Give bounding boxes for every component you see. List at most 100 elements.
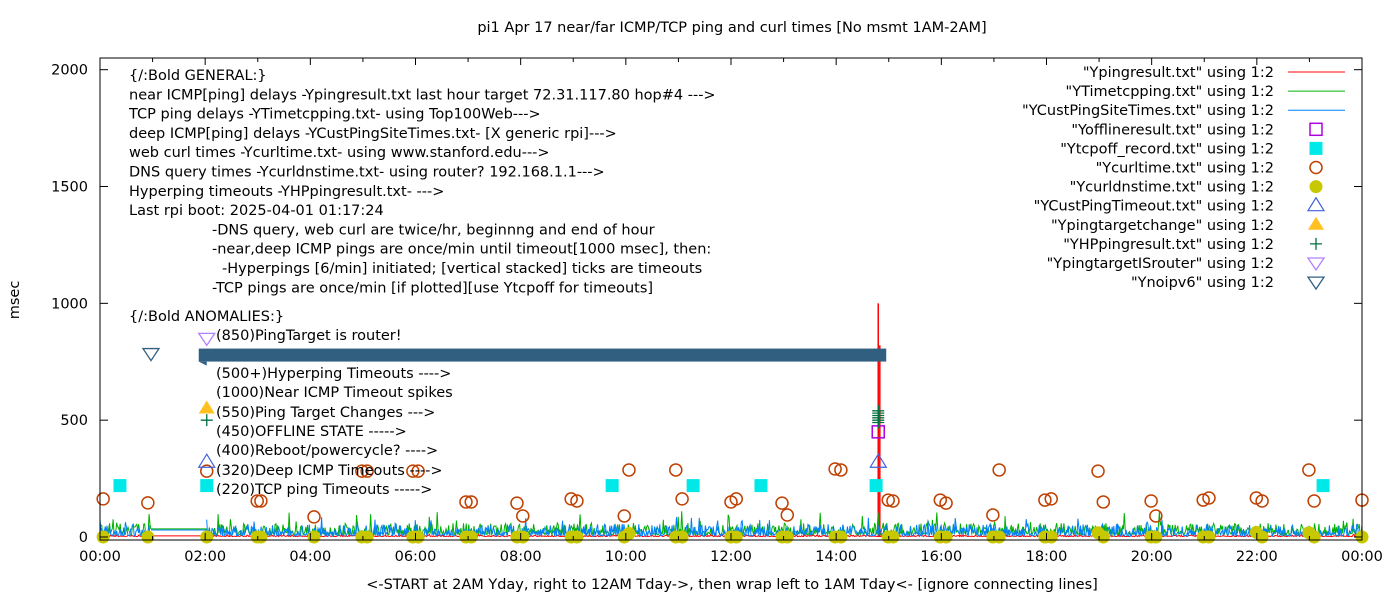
square-marker <box>605 479 619 493</box>
triangle-up-marker <box>1308 216 1324 230</box>
circle-marker <box>254 494 268 508</box>
legend-marker-swatch <box>1309 122 1323 137</box>
circle-marker <box>992 530 1006 544</box>
data-point <box>1307 494 1321 508</box>
data-point <box>834 463 848 477</box>
y-tick-label: 0 <box>79 530 88 546</box>
data-point <box>1044 492 1058 506</box>
data-point <box>1255 530 1269 544</box>
legend-marker-swatch <box>1310 237 1322 250</box>
y-tick-label: 500 <box>60 413 88 429</box>
y-tick-label: 1500 <box>51 180 88 196</box>
circle-marker <box>516 509 530 523</box>
circle-marker <box>1091 464 1105 478</box>
x-tick-label: 10:00 <box>605 549 647 565</box>
circle-marker <box>411 530 425 544</box>
circle-marker <box>307 510 321 524</box>
general-note: Hyperping timeouts -YHPpingresult.txt- -… <box>129 184 444 200</box>
square-marker <box>1309 141 1323 155</box>
legend-entry-label: "Ytcpoff_record.txt" using 1:2 <box>1060 141 1274 157</box>
general-note: DNS query times -Ycurldnstime.txt- using… <box>129 165 605 181</box>
data-point <box>1302 463 1316 477</box>
data-point <box>1255 494 1269 508</box>
circle-marker <box>622 526 636 540</box>
data-point <box>780 508 795 522</box>
square-marker <box>113 479 127 493</box>
circle-marker <box>254 530 268 544</box>
circle-marker <box>1196 493 1210 507</box>
circle-marker <box>729 492 744 506</box>
data-point <box>250 494 264 508</box>
circle-marker <box>617 509 632 523</box>
triangle-down-marker <box>1306 257 1326 272</box>
x-axis-label: <-START at 2AM Yday, right to 12AM Tday-… <box>366 577 1098 593</box>
legend-entry-label: "YpingtargetISrouter" using 1:2 <box>1047 256 1274 272</box>
anomaly-note: (450)OFFLINE STATE -----> <box>216 424 407 440</box>
data-point <box>992 463 1006 477</box>
data-point <box>360 464 374 478</box>
data-point <box>564 492 578 506</box>
chart-title: pi1 Apr 17 near/far ICMP/TCP ping and cu… <box>477 20 986 36</box>
data-point <box>686 479 700 493</box>
y-tick-label: 1000 <box>51 296 88 312</box>
legend-marker-swatch <box>1306 276 1326 291</box>
x-tick-label: 14:00 <box>815 549 857 565</box>
anomaly-note: (1000)Near ICMP Timeout spikes <box>216 385 453 401</box>
data-point <box>254 530 268 544</box>
circle-marker <box>307 530 321 544</box>
square-marker <box>686 479 700 493</box>
plus-marker <box>1310 237 1322 250</box>
circle-marker <box>1255 530 1269 544</box>
x-tick-label: 00:00 <box>79 549 121 565</box>
data-point <box>622 526 636 540</box>
data-point <box>872 404 885 417</box>
data-point <box>622 463 636 477</box>
data-point <box>96 492 110 506</box>
data-point <box>254 494 268 508</box>
general-note: deep ICMP[ping] delays -YCustPingSiteTim… <box>129 126 617 142</box>
circle-marker <box>564 492 578 506</box>
data-point <box>141 347 161 362</box>
circle-marker <box>459 495 473 509</box>
data-point <box>411 464 425 478</box>
data-point <box>675 492 689 506</box>
data-point <box>754 479 768 493</box>
circle-marker <box>464 495 478 509</box>
legend-marker-swatch <box>1309 180 1323 194</box>
legend-entry-label: "Ynoipv6" using 1:2 <box>1131 275 1274 291</box>
legend-entry-label: "YHPpingresult.txt" using 1:2 <box>1063 237 1274 253</box>
legend-entry-label: "Yofflineresult.txt" using 1:2 <box>1071 122 1274 138</box>
general-note: -TCP pings are once/min [if plotted][use… <box>212 280 653 296</box>
general-note: Last rpi boot: 2025-04-01 01:17:24 <box>129 203 384 219</box>
data-point <box>617 509 632 523</box>
circle-marker <box>1149 509 1163 523</box>
data-point <box>516 509 530 523</box>
legend: "Ypingresult.txt" using 1:2 "YTimetcpping… <box>1022 65 1345 291</box>
circle-marker <box>1096 495 1111 509</box>
circle-marker <box>510 496 524 510</box>
circle-marker <box>775 496 789 510</box>
circle-marker <box>881 493 895 507</box>
triangle-up-marker <box>1306 196 1326 212</box>
data-point <box>411 530 425 544</box>
circle-marker <box>1309 160 1323 175</box>
x-tick-label: 22:00 <box>1236 549 1278 565</box>
circle-marker <box>992 463 1006 477</box>
circle-marker <box>986 508 1000 522</box>
data-point <box>605 479 619 493</box>
legend-entry-label: "Ypingresult.txt" using 1:2 <box>1083 65 1274 81</box>
circle-marker <box>886 494 900 508</box>
data-point <box>669 463 683 477</box>
data-point <box>199 464 214 478</box>
circle-marker <box>96 492 110 506</box>
circle-marker <box>411 464 425 478</box>
data-point <box>570 530 584 544</box>
circle-marker <box>360 464 374 478</box>
legend-entry-label: "Ypingtargetchange" using 1:2 <box>1051 218 1274 234</box>
x-tick-label: 00:00 <box>1341 549 1383 565</box>
general-note: -near,deep ICMP pings are once/min until… <box>212 242 711 258</box>
data-point <box>775 496 789 510</box>
noipv6-run-band <box>198 348 887 362</box>
plus-marker <box>872 404 885 417</box>
data-point <box>869 479 883 493</box>
